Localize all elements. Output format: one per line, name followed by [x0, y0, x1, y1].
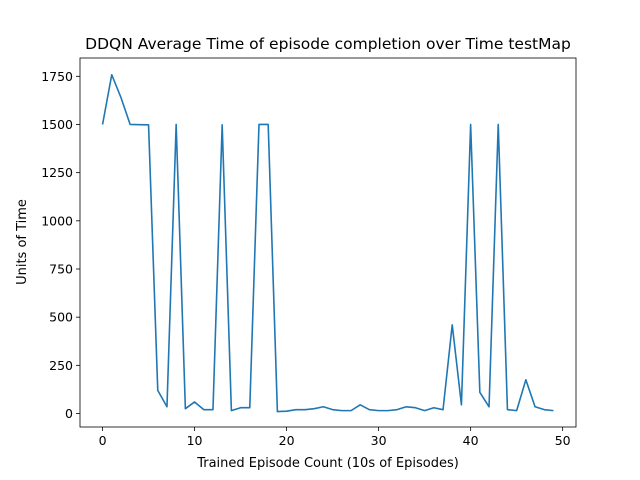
- data-point: [240, 407, 242, 409]
- chart-title: DDQN Average Time of episode completion …: [85, 35, 571, 53]
- data-point: [534, 406, 536, 408]
- x-tick-label: 40: [463, 433, 479, 448]
- data-point: [157, 390, 159, 392]
- data-point: [286, 410, 288, 412]
- data-point: [212, 409, 214, 411]
- x-tick-label: 10: [187, 433, 203, 448]
- x-axis-ticks: 0 10 20 30 40 50: [99, 427, 571, 448]
- data-point: [258, 124, 260, 126]
- x-tick-label: 20: [279, 433, 295, 448]
- data-point: [442, 409, 444, 411]
- x-tick-label: 50: [555, 433, 571, 448]
- plot-area-frame: [79, 57, 577, 428]
- x-tick-label: 0: [99, 433, 107, 448]
- data-point: [488, 406, 490, 408]
- data-point: [111, 74, 113, 76]
- data-point: [350, 410, 352, 412]
- data-point: [203, 409, 205, 411]
- y-tick-label: 750: [49, 261, 73, 276]
- data-point: [479, 392, 481, 394]
- data-point: [405, 406, 407, 408]
- y-tick-label: 500: [49, 310, 73, 325]
- x-axis-label: Trained Episode Count (10s of Episodes): [196, 456, 459, 471]
- data-point: [166, 406, 168, 408]
- data-point: [277, 411, 279, 413]
- data-point: [378, 410, 380, 412]
- data-point: [369, 409, 371, 411]
- data-point: [249, 407, 251, 409]
- y-tick-label: 1250: [41, 165, 73, 180]
- data-point: [543, 409, 545, 411]
- data-point: [415, 407, 417, 409]
- data-point: [451, 324, 453, 326]
- data-point: [102, 124, 104, 126]
- data-point: [323, 406, 325, 408]
- data-point: [525, 379, 527, 381]
- data-point: [120, 97, 122, 99]
- data-point: [231, 410, 233, 412]
- data-point: [424, 410, 426, 412]
- data-point: [433, 407, 435, 409]
- series-line: [101, 73, 554, 413]
- data-point: [148, 124, 150, 126]
- data-point: [341, 410, 343, 412]
- data-point: [267, 124, 269, 126]
- data-point: [516, 410, 518, 412]
- y-tick-label: 1750: [41, 69, 73, 84]
- y-axis-label: Units of Time: [15, 199, 30, 285]
- data-point: [396, 409, 398, 411]
- data-point: [387, 410, 389, 412]
- data-point: [470, 124, 472, 126]
- data-point: [139, 124, 141, 126]
- data-point: [221, 124, 223, 126]
- data-point: [185, 408, 187, 410]
- data-point: [313, 408, 315, 410]
- y-tick-label: 0: [65, 406, 73, 421]
- data-point: [175, 124, 177, 126]
- data-point: [497, 124, 499, 126]
- y-axis-ticks: 0 250 500 750 1000 1250 1500 1750: [41, 69, 80, 421]
- data-point: [553, 410, 555, 412]
- data-point: [332, 409, 334, 411]
- data-point: [359, 404, 361, 406]
- data-point: [129, 124, 131, 126]
- y-tick-label: 250: [49, 358, 73, 373]
- data-point: [295, 409, 297, 411]
- x-tick-label: 30: [371, 433, 387, 448]
- data-point: [507, 409, 509, 411]
- data-point: [304, 409, 306, 411]
- data-point: [461, 404, 463, 406]
- y-tick-label: 1000: [41, 213, 73, 228]
- data-point: [194, 401, 196, 403]
- y-tick-label: 1500: [41, 117, 73, 132]
- series-layer: [101, 73, 555, 413]
